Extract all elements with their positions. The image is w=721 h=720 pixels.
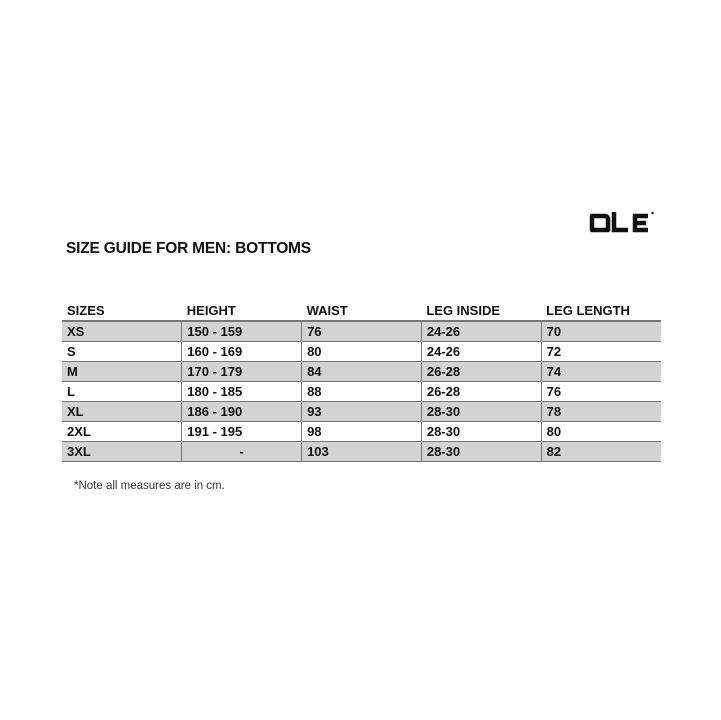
table-cell: S: [62, 341, 182, 362]
table-cell: 98: [301, 421, 422, 442]
table-cell: 170 - 179: [181, 361, 302, 382]
table-cell: XL: [62, 401, 182, 422]
table-cell: L: [62, 381, 182, 402]
column-header: HEIGHT: [181, 301, 302, 322]
column-header: LEG LENGTH: [541, 301, 661, 322]
table-cell: 26-28: [420, 361, 542, 382]
size-table: SIZES HEIGHT WAIST LEG INSIDE LEG LENGTH XS 1…: [62, 301, 661, 462]
table-cell: M: [62, 361, 182, 382]
table-row: 3XL -103 28-30 82: [62, 441, 661, 462]
table-cell: 180 - 185: [181, 381, 302, 402]
table-cell: 70: [540, 321, 661, 342]
table-cell: 26-28: [420, 381, 542, 402]
table-cell: 28-30: [420, 401, 542, 422]
table-cell: 80: [540, 421, 661, 442]
table-cell: 82: [540, 441, 661, 462]
table-cell: 24-26: [420, 321, 542, 342]
table-cell: 76: [301, 321, 422, 342]
table-cell: 3XL: [62, 441, 182, 462]
table-cell: 88: [301, 381, 422, 402]
table-row: M 170 - 179 84 26-28 74: [62, 361, 661, 382]
table-row: XS 150 - 159 76 24-26 70: [62, 321, 661, 342]
table-cell: 28-30: [420, 421, 542, 442]
table-cell: 84: [301, 361, 422, 382]
table-cell: 76: [540, 381, 661, 402]
table-row: XL 186 - 190 93 28-30 78: [62, 401, 661, 422]
column-header: LEG INSIDE: [421, 301, 542, 322]
table-row: 2XL 191 - 195 98 28-30 80: [62, 421, 661, 442]
table-cell: 24-26: [420, 341, 542, 362]
table-cell: 93: [301, 401, 422, 422]
table-row: S 160 - 169 80 24-26 72: [62, 341, 661, 362]
table-cell: 74: [540, 361, 661, 382]
footnote: *Note all measures are in cm.: [74, 480, 225, 492]
table-cell: 80: [301, 341, 422, 362]
column-header: WAIST: [301, 301, 422, 322]
table-cell: 78: [540, 401, 661, 422]
table-row: L 180 - 185 88 26-28 76: [62, 381, 661, 402]
table-cell: 191 - 195: [181, 421, 302, 442]
table-cell: 72: [540, 341, 661, 362]
table-cell: XS: [62, 321, 182, 342]
page-title: SIZE GUIDE FOR MEN: BOTTOMS: [66, 240, 311, 257]
table-header: SIZES HEIGHT WAIST LEG INSIDE LEG LENGTH: [62, 301, 661, 322]
column-header: SIZES: [62, 301, 182, 322]
table-cell: 150 - 159: [181, 321, 302, 342]
table-cell: -: [181, 441, 302, 462]
table-cell: 160 - 169: [181, 341, 302, 362]
table-cell: 186 - 190: [181, 401, 302, 422]
table-cell: 28-30: [420, 441, 542, 462]
table-cell: 103: [301, 441, 422, 462]
table-cell: 2XL: [62, 421, 182, 442]
ale-logo: [589, 211, 654, 233]
